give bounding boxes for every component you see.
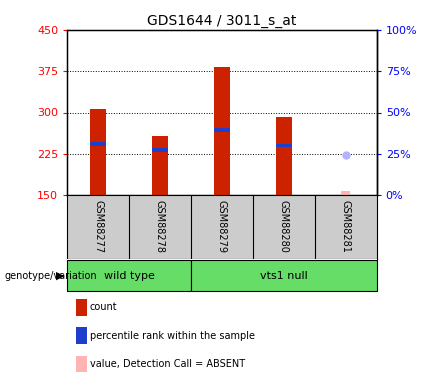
Text: GSM88280: GSM88280 [279, 200, 289, 254]
FancyBboxPatch shape [67, 261, 191, 291]
Text: percentile rank within the sample: percentile rank within the sample [90, 331, 255, 340]
Text: value, Detection Call = ABSENT: value, Detection Call = ABSENT [90, 359, 245, 369]
Bar [152, 148, 168, 152]
Text: GSM88277: GSM88277 [93, 200, 103, 254]
Bar [152, 136, 168, 195]
Title: GDS1644 / 3011_s_at: GDS1644 / 3011_s_at [147, 13, 297, 28]
Text: genotype/variation: genotype/variation [4, 271, 97, 280]
Bar [342, 191, 350, 195]
Text: GSM88278: GSM88278 [155, 200, 165, 254]
Bar [276, 144, 291, 147]
Text: GSM88281: GSM88281 [341, 200, 351, 254]
FancyBboxPatch shape [191, 261, 377, 291]
Text: vts1 null: vts1 null [260, 271, 308, 280]
Bar [276, 117, 291, 195]
Text: GSM88279: GSM88279 [217, 200, 227, 254]
Text: count: count [90, 303, 117, 312]
Bar [214, 128, 229, 132]
Bar [90, 142, 106, 146]
Text: wild type: wild type [103, 271, 155, 280]
Text: ▶: ▶ [56, 271, 65, 280]
Bar [90, 109, 106, 195]
Bar [214, 67, 229, 195]
